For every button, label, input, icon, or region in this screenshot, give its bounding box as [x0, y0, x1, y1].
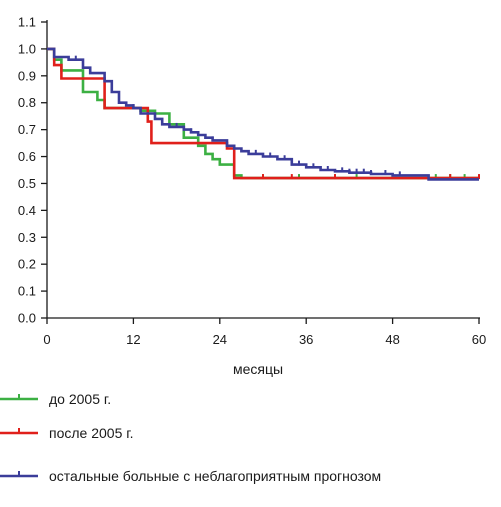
x-tick-label: 24	[213, 332, 227, 347]
x-tick-label: 48	[385, 332, 399, 347]
legend-swatch	[0, 394, 38, 401]
legend-label: до 2005 г.	[49, 391, 112, 407]
y-tick-label: 1.0	[18, 41, 36, 56]
legend-swatch	[0, 471, 38, 478]
y-tick-label: 0.9	[18, 68, 36, 83]
y-tick-label: 0.0	[18, 311, 36, 326]
x-tick-label: 36	[299, 332, 313, 347]
x-axis: 0 12 24 36 48 60	[43, 317, 486, 347]
series-2	[47, 47, 479, 181]
legend-label: после 2005 г.	[49, 425, 134, 441]
series-line	[47, 47, 479, 181]
x-tick-label: 12	[126, 332, 140, 347]
y-tick-label: 0.7	[18, 122, 36, 137]
y-tick-label: 0.2	[18, 257, 36, 272]
y-tick-label: 0.8	[18, 95, 36, 110]
legend-swatch	[0, 428, 38, 435]
series-line	[47, 47, 479, 180]
legend-item: после 2005 г.	[0, 422, 134, 444]
y-tick-label: 0.4	[18, 203, 36, 218]
y-tick-label: 0.6	[18, 149, 36, 164]
y-tick-label: 0.1	[18, 284, 36, 299]
survival-chart: 0.0 0.1 0.2 0.3 0.4 0.5 0.6 0.7 0.8 0.9 1.0 1.1 0 12…	[18, 15, 486, 378]
x-tick-label: 0	[43, 332, 50, 347]
y-axis: 0.0 0.1 0.2 0.3 0.4 0.5 0.6 0.7 0.8 0.9 1.0 1.1	[18, 15, 48, 326]
plot-series	[47, 47, 480, 181]
series-line	[47, 47, 479, 180]
legend-item: до 2005 г.	[0, 388, 111, 410]
series-0	[47, 47, 479, 180]
legend-label: остальные больные с неблагоприятным прог…	[49, 468, 382, 484]
x-tick-label: 60	[472, 332, 486, 347]
y-tick-label: 0.3	[18, 230, 36, 245]
y-tick-label: 0.5	[18, 176, 36, 191]
y-tick-label: 1.1	[18, 15, 36, 30]
legend-item: остальные больные с неблагоприятным прог…	[0, 465, 381, 487]
x-axis-title: месяцы	[233, 361, 283, 377]
series-1	[47, 47, 480, 180]
